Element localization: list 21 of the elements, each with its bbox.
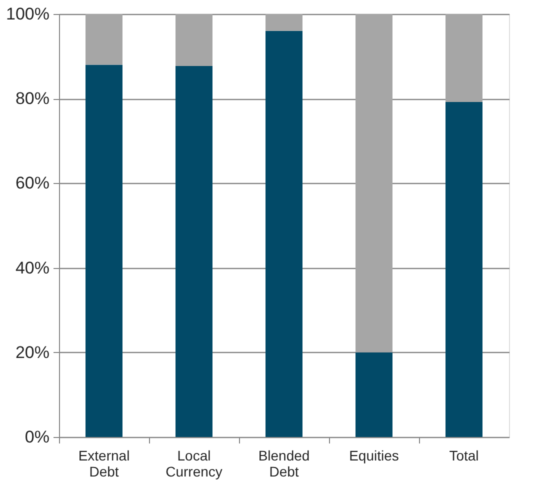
bar (266, 30, 302, 437)
x-tick-label: Local Currency (166, 448, 222, 480)
bar (356, 352, 392, 437)
bar (266, 14, 302, 31)
y-tick-label: 100% (6, 4, 50, 24)
y-tick-label: 0% (24, 428, 50, 446)
bar (86, 14, 122, 65)
x-tick-label: Equities (349, 448, 399, 464)
bar (446, 14, 482, 102)
x-tick-label: External Debt (78, 448, 130, 480)
y-tick-label: 40% (15, 258, 50, 278)
bar (356, 14, 392, 352)
bar (86, 64, 122, 437)
bar (176, 14, 212, 66)
bar (176, 66, 212, 437)
x-tick-label: Total (449, 448, 479, 464)
x-tick-label: Blended Debt (258, 448, 310, 480)
y-tick-label: 60% (15, 174, 50, 193)
y-tick-label: 80% (15, 89, 50, 108)
bar (446, 102, 482, 437)
y-tick-label: 20% (15, 342, 50, 362)
